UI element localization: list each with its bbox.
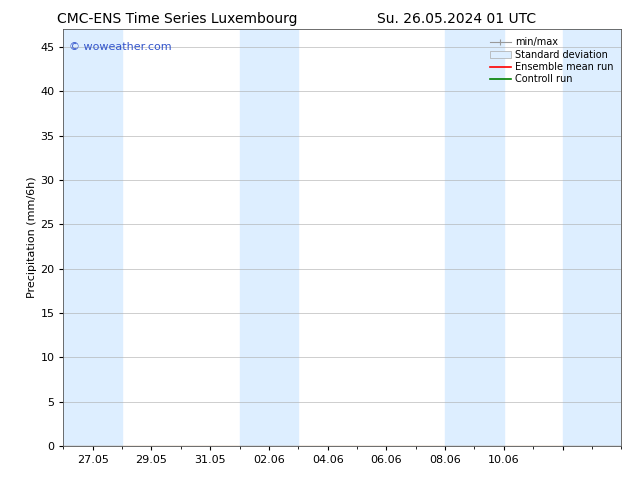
Text: Su. 26.05.2024 01 UTC: Su. 26.05.2024 01 UTC [377, 12, 536, 26]
Text: © woweather.com: © woweather.com [69, 42, 172, 52]
Bar [445, 29, 504, 446]
Bar [63, 29, 122, 446]
Y-axis label: Precipitation (mm/6h): Precipitation (mm/6h) [27, 177, 37, 298]
Bar [240, 29, 299, 446]
Text: CMC-ENS Time Series Luxembourg: CMC-ENS Time Series Luxembourg [57, 12, 298, 26]
Legend: min/max, Standard deviation, Ensemble mean run, Controll run: min/max, Standard deviation, Ensemble me… [487, 34, 616, 87]
Bar [562, 29, 621, 446]
